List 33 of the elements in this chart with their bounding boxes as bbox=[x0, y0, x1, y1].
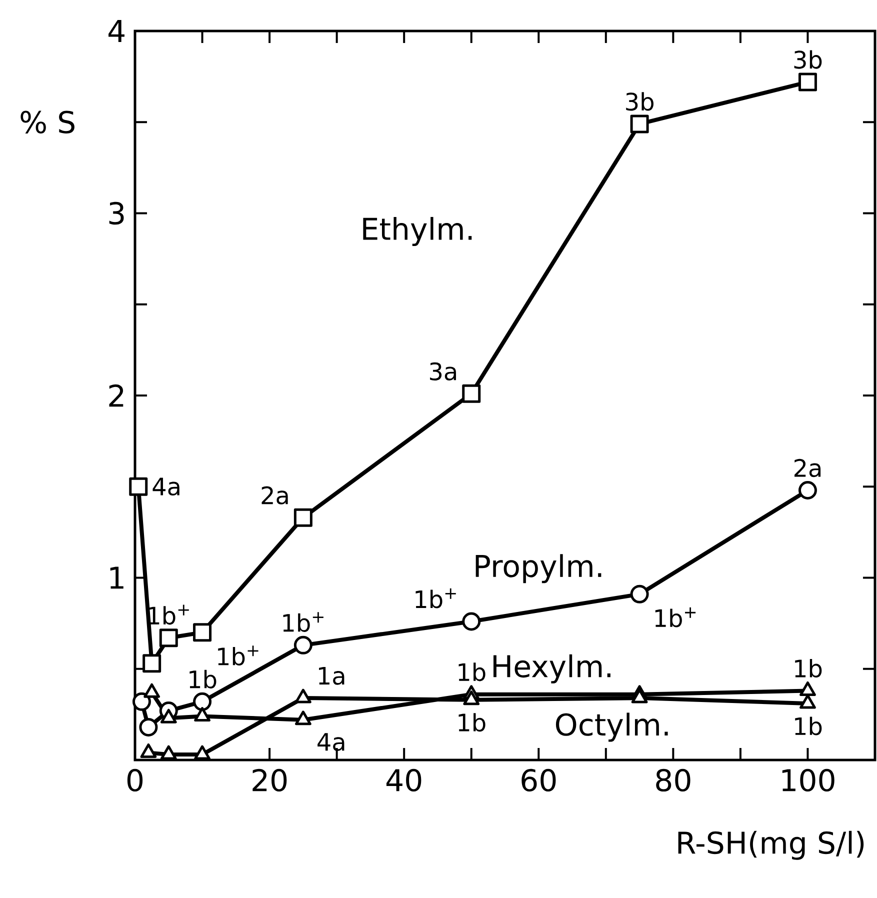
annotation: 3b bbox=[626, 92, 654, 111]
annotation: 1b bbox=[458, 713, 486, 732]
annotation: 4a bbox=[152, 478, 180, 496]
text: Ethylm. bbox=[363, 216, 472, 246]
x-tick-label: 20 bbox=[252, 768, 287, 792]
annotation: 3a bbox=[430, 362, 456, 380]
y-tick-label: 2 bbox=[109, 384, 124, 407]
annotation: 1b bbox=[190, 670, 216, 688]
annotation: 1b bbox=[458, 662, 486, 682]
series-label: Propylm. bbox=[476, 554, 602, 584]
annotation: 4a bbox=[318, 733, 344, 751]
y-tick-label: 3 bbox=[109, 202, 124, 225]
series-label: Octylm. bbox=[556, 712, 668, 742]
annotation: 1b bbox=[795, 716, 822, 736]
x-tick-label: 80 bbox=[656, 768, 690, 792]
series-label: Hexylm. bbox=[493, 654, 610, 684]
x-tick-label: 40 bbox=[386, 768, 422, 792]
x-tick-label: 60 bbox=[522, 768, 556, 792]
x-tick-label: 100 bbox=[782, 768, 834, 792]
x-tick-label: 0 bbox=[127, 768, 143, 792]
x-axis-title: R-SH(mg S/l) bbox=[678, 830, 864, 860]
annotation: 2a bbox=[262, 486, 288, 504]
annotation: 2a bbox=[794, 458, 821, 478]
annotation: 1b$^{+}$ bbox=[416, 588, 456, 608]
y-axis-title: % S bbox=[20, 110, 74, 134]
y-tick-label: 1 bbox=[110, 566, 124, 589]
annotation: 3b bbox=[794, 50, 822, 69]
annotation: 1b bbox=[795, 658, 822, 678]
annotation: 1a bbox=[319, 667, 344, 685]
y-tick-label: 4 bbox=[108, 20, 124, 42]
annotation: 1b$^{+}$ bbox=[283, 612, 324, 632]
annotation: 1b$^{+}$ bbox=[655, 607, 696, 628]
annotation: 1b$^{+}$ bbox=[218, 646, 258, 666]
